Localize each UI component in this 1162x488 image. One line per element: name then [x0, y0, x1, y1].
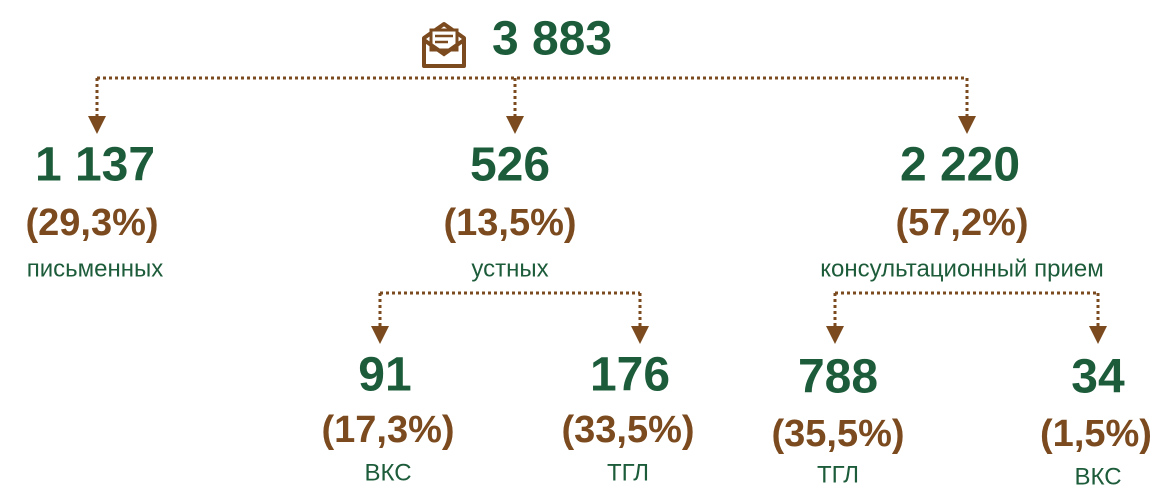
mail-icon [422, 22, 466, 68]
node-value: 788 [798, 351, 878, 404]
node-percent: (1,5%) [1040, 413, 1152, 455]
node-percent: (29,3%) [25, 202, 158, 244]
node-value: 176 [590, 349, 670, 402]
total: 3 883 [492, 13, 612, 66]
node-label: ТГЛ [817, 461, 859, 488]
node-label: ТГЛ [607, 459, 649, 486]
node-value: 2 220 [900, 139, 1020, 192]
node-percent: (35,5%) [771, 413, 904, 455]
connectors [88, 76, 1107, 344]
node-label: ВКС [364, 459, 411, 486]
node-value: 526 [470, 139, 550, 192]
node-label: устных [471, 255, 548, 282]
node-label: консультационный прием [820, 255, 1103, 282]
node-label: письменных [27, 255, 164, 282]
node-percent: (17,3%) [321, 409, 454, 451]
node-percent: (57,2%) [895, 202, 1028, 244]
node-value: 91 [358, 349, 411, 402]
node-label: ВКС [1074, 463, 1121, 488]
node-value: 34 [1071, 351, 1125, 404]
node-percent: (13,5%) [443, 202, 576, 244]
node-value: 1 137 [35, 139, 155, 192]
node-percent: (33,5%) [561, 409, 694, 451]
